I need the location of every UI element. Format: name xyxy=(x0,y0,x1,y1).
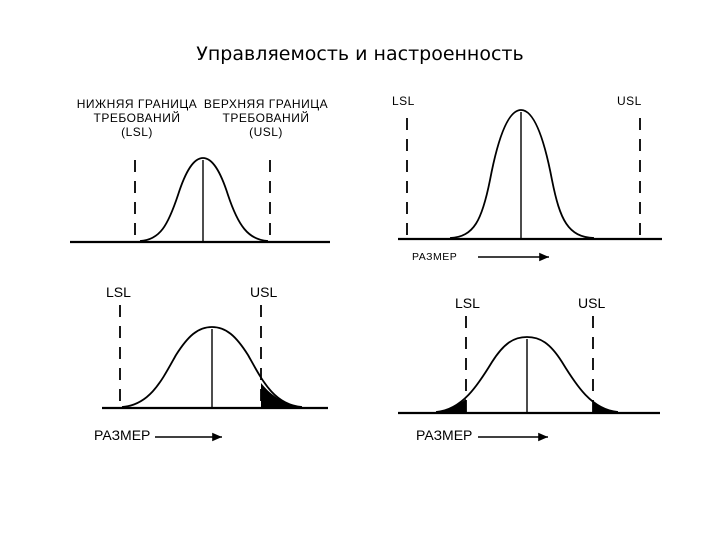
bottom-right-lsl-label: LSL xyxy=(455,295,480,311)
panel-bottom-right xyxy=(398,316,660,442)
panel-top-left xyxy=(70,157,330,244)
out-of-spec-tail xyxy=(261,383,300,408)
distribution-curve xyxy=(449,109,595,239)
bottom-left-axis-label: РАЗМЕР xyxy=(94,427,151,443)
bottom-right-axis-label: РАЗМЕР xyxy=(416,427,473,443)
top-left-usl-label: ВЕРХНЯЯ ГРАНИЦА ТРЕБОВАНИЙ (USL) xyxy=(203,97,329,139)
upper-out-of-spec-tail xyxy=(593,401,618,413)
top-right-usl-label: USL xyxy=(617,94,642,108)
bottom-left-lsl-label: LSL xyxy=(106,284,131,300)
top-right-lsl-label: LSL xyxy=(392,94,415,108)
distribution-curve xyxy=(121,326,303,408)
top-right-axis-label: РАЗМЕР xyxy=(412,251,458,263)
bottom-left-usl-label: USL xyxy=(250,284,278,300)
distribution-curve xyxy=(139,157,269,242)
distribution-curve xyxy=(435,336,619,413)
panel-top-right xyxy=(398,109,662,262)
lower-out-of-spec-tail xyxy=(436,399,466,413)
panel-bottom-left xyxy=(102,305,328,442)
top-left-lsl-label: НИЖНЯЯ ГРАНИЦА ТРЕБОВАНИЙ (LSL) xyxy=(76,97,198,139)
bottom-right-usl-label: USL xyxy=(578,295,606,311)
slide-title: Управляемость и настроенность xyxy=(196,42,524,65)
